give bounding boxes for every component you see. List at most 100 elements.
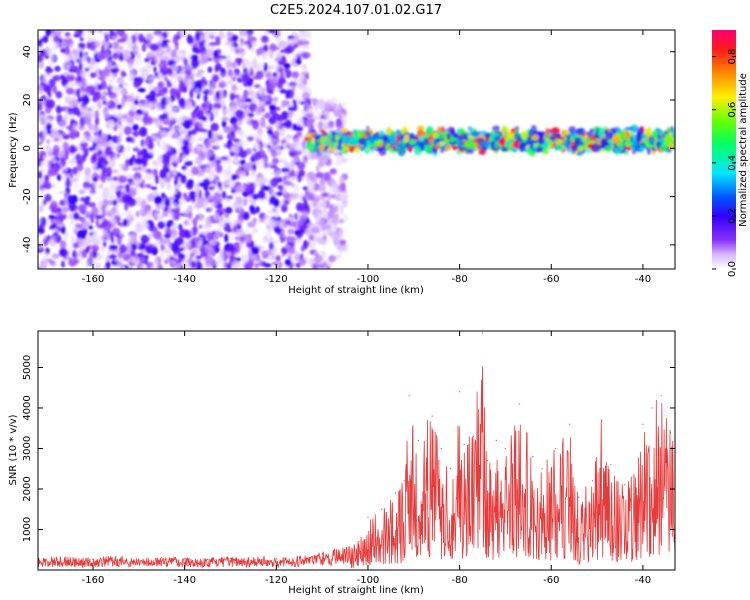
spectrogram-cell [586,131,594,137]
spectrogram-cell [302,78,307,86]
snr-data-point [642,423,644,425]
spectrogram-cell [290,37,295,47]
spectrogram-cell [77,30,84,35]
spectrogram-cell [127,62,134,70]
spectrogram-cell [38,114,47,119]
spectrogram-cell [47,67,54,73]
spectrogram-cell [187,141,193,151]
spectrogram-cell [167,106,173,113]
spectrogram-cell [388,134,397,143]
spectrogram-cell [174,179,178,186]
snr-data-point [669,431,672,433]
spectrogram-cell [318,184,326,193]
spectrogram-cell [281,138,287,144]
snr-data-point [541,468,543,470]
spectrogram-cell [213,102,222,110]
spectrogram-cell [284,160,288,169]
spectrogram-cell [640,146,645,153]
spectrogram-cell [172,169,178,176]
spectrogram-cell [255,70,264,80]
spectrogram-cell [162,163,168,174]
spectrogram-cell [284,258,292,267]
spectrogram-cell [121,193,130,204]
spectrogram-cell [196,142,201,152]
spectrogram-cell [185,180,194,190]
spectrogram-cell [417,140,424,148]
spectrogram-cell [85,195,91,201]
snr-data-point [408,395,410,397]
spectrogram-cell [156,93,161,98]
spectrogram-cell [49,225,54,230]
spectrogram-cell [138,33,144,43]
spectrogram-cell [128,109,136,117]
spectrogram-cell [190,110,198,120]
spectrogram-cell [46,130,52,135]
spectrogram-cell [504,140,512,147]
spectrogram-cell [251,199,257,206]
spectrogram-cell [178,223,183,231]
spectrogram-cell [251,246,260,255]
spectrogram-cell [513,141,520,149]
spectrogram-y-ticks: -40 -20 0 20 40 [22,45,675,253]
spectrogram-cell [139,126,148,137]
spectrogram-cell [268,190,278,198]
spectrogram-cell [272,157,279,165]
spectrogram-cell [244,227,251,234]
spectrogram-cell [568,126,576,133]
spectrogram-cell [170,49,177,58]
spectrogram-cell [161,39,168,45]
spectrogram-cell [224,233,229,243]
spectrogram-cell [98,183,104,189]
spectrogram-cell [310,154,319,160]
spectrogram-cell [75,153,82,162]
spectrogram-cell [126,145,131,152]
spectrogram-cell [250,210,257,215]
spectrogram-cell [203,243,212,252]
spectrogram-cell [213,196,222,204]
spectrogram-cell [184,134,192,142]
spectrogram-cell [87,85,96,94]
x-tick-label: -60 [543,575,559,586]
spectrogram-cell [286,235,294,240]
spectrogram-cell [230,42,235,53]
spectrogram-cell [284,265,289,269]
spectrogram-cell [198,164,204,169]
spectrogram-cell [201,76,207,85]
snr-data-point [344,549,346,551]
spectrogram-cell [198,69,204,75]
spectrogram-cell [187,258,192,265]
spectrogram-cell [157,221,166,230]
spectrogram-cell [51,128,59,139]
snr-data-point [321,553,323,555]
spectrogram-cell [275,134,279,140]
spectrogram-cell [338,229,344,236]
spectrogram-cell [110,265,119,269]
spectrogram-cell [58,152,64,156]
spectrogram-cell [117,124,125,130]
spectrogram-cell [38,187,46,192]
spectrogram-cell [351,140,358,147]
spectrogram-cell [518,142,526,153]
spectrogram-cell [81,77,87,87]
spectrogram-cell [112,35,117,42]
spectrogram-cell [98,146,106,152]
spectrogram-cell [577,146,584,152]
spectrogram-cell [195,155,203,166]
spectrogram-cell [203,166,210,173]
spectrogram-cell [147,246,155,252]
spectrogram-cell [611,134,621,144]
spectrogram-cell [210,160,217,168]
spectrogram-cell [506,131,514,139]
spectrogram-cell [557,134,561,140]
spectrogram-cell [106,91,113,96]
spectrogram-cell [85,246,90,253]
spectrogram-cell [158,61,166,70]
spectrogram-cell [84,220,91,226]
spectrogram-cell [292,101,298,112]
spectrogram-cell [295,143,301,152]
spectrogram-cell [304,30,312,41]
spectrogram-cell [45,144,52,153]
spectrogram-cell [194,87,200,96]
spectrogram-cell [100,245,106,252]
spectrogram-cell [307,120,313,127]
